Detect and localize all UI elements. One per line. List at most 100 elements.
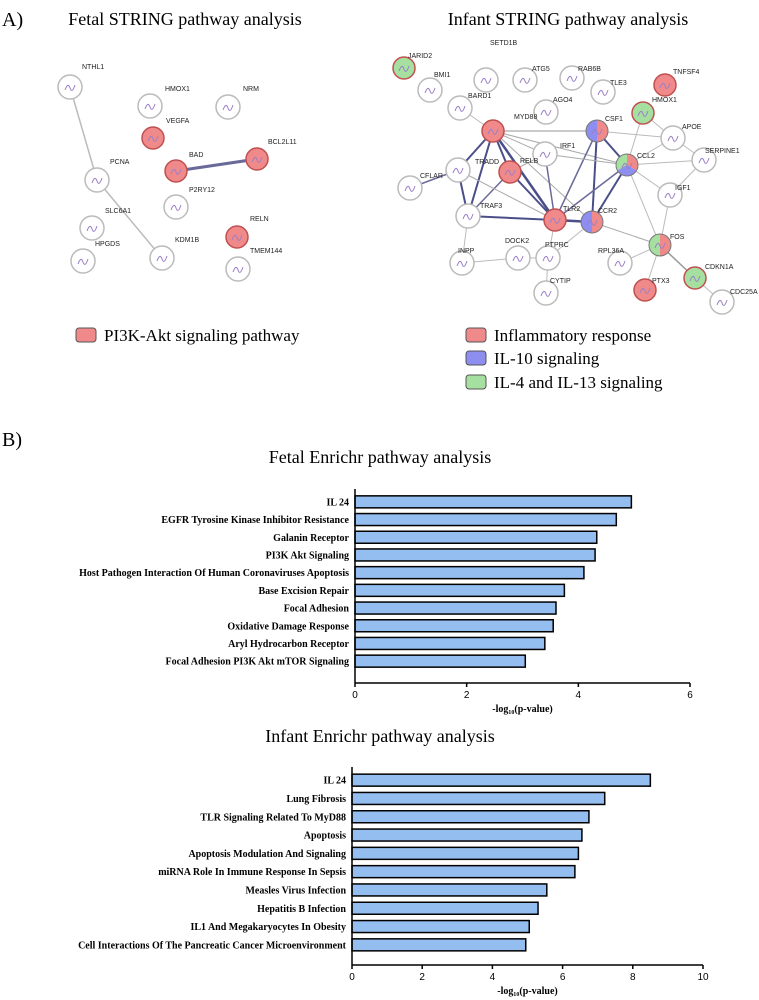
network-title: Fetal STRING pathway analysis [68,9,301,29]
category-label: Apoptosis Modulation And Signaling [188,849,346,860]
node-label: CDC25A [730,289,758,296]
node-slice [649,234,660,256]
protein-icon [462,213,474,220]
protein-icon [170,204,182,211]
legend-swatch [465,350,487,366]
category-label: Apoptosis [304,831,346,842]
protein-icon [144,103,156,110]
node-label: PTPRC [545,242,569,249]
bar [354,619,554,633]
x-tick-label: 6 [560,972,566,983]
node-label: NRM [243,86,259,93]
node-label: KDM1B [175,237,199,244]
protein-icon [549,217,561,224]
protein-icon [231,234,243,241]
x-tick-label: 8 [630,972,636,983]
category-label: Hepatitis B Infection [257,904,346,915]
legend-label: PI3K-Akt signaling pathway [104,326,300,345]
node-slice [597,120,608,142]
edge [467,215,556,221]
protein-icon [452,167,464,174]
edge [591,221,661,246]
category-label: Aryl Hydrocarbon Receptor [228,639,349,650]
category-label: Lung Fibrosis [286,794,346,805]
category-label: Measles Virus Infection [245,885,346,896]
node-label: BMI1 [434,72,450,79]
bar [354,636,546,651]
protein-icon [540,109,552,116]
bar [354,565,585,580]
node-label: RELN [250,216,269,223]
node-label: FOS [670,234,685,241]
protein-icon [251,156,263,163]
node-label: CFLAR [420,173,443,180]
network-title: Infant STRING pathway analysis [448,9,688,29]
node-slice [617,165,637,177]
node-label: SERPINE1 [705,148,740,155]
bar [351,810,590,824]
protein-icon [170,168,182,175]
protein-icon [539,151,551,158]
bar [351,901,539,915]
category-label: Cell Interactions Of The Pancreatic Canc… [78,940,347,951]
protein-icon [667,135,679,142]
networks: NTHL1 HMOX1 NRM VEGFA BAD BCL2L11 PCNA P2RY12 SL… [57,40,758,392]
node-label: TLE3 [610,80,627,87]
x-axis-label: -log₁₀(p-value) [492,704,552,715]
node-label: BAD [189,152,203,159]
category-label: Host Pathogen Interaction Of Human Coron… [79,568,349,579]
node-label: PCNA [110,159,130,166]
bar [351,883,548,897]
node-label: NTHL1 [82,64,104,71]
node-label: TNFSF4 [673,69,700,76]
x-axis-label: -log₁₀(p-value) [497,986,557,997]
edge [591,130,598,223]
protein-icon [398,65,410,72]
protein-icon [232,266,244,273]
panel-label: A) [2,9,23,31]
protein-icon [542,255,554,262]
edge [69,86,98,181]
protein-icon [456,260,468,267]
legend-label: IL-4 and IL-13 signaling [494,373,663,392]
node-label: BCL2L11 [268,139,297,146]
node-label: INPP [458,248,475,255]
node-slice [592,211,603,233]
protein-icon [614,260,626,267]
edge [554,164,628,221]
x-tick-label: 2 [419,972,425,983]
protein-icon [659,82,671,89]
bar [351,773,652,787]
node-slice [581,211,592,233]
protein-icon [591,128,603,135]
bar [351,919,531,934]
protein-icon [77,258,89,265]
edge [457,169,556,221]
category-label: Base Excision Repair [258,586,349,597]
node [580,210,604,234]
edge [544,153,628,166]
bar [354,654,527,668]
x-tick-label: 6 [687,690,693,701]
node-label: TLR2 [563,206,580,213]
category-label: IL 24 [323,776,346,787]
edge [175,157,258,173]
category-label: TLR Signaling Related To MyD88 [200,812,346,823]
protein-icon [480,77,492,84]
legend-label: Inflammatory response [494,326,651,345]
legend-swatch [75,327,97,343]
protein-icon [597,89,609,96]
category-label: miRNA Role In Immune Response In Sepsis [158,867,346,878]
protein-icon [147,135,159,142]
node-label: BARD1 [468,93,491,100]
protein-icon [698,157,710,164]
category-label: Focal Adhesion PI3K Akt mTOR Signaling [166,657,349,668]
node-label: RPL36A [598,248,624,255]
category-label: EGFR Tyrosine Kinase Inhibitor Resistanc… [161,515,349,526]
protein-icon [639,287,651,294]
bar [351,828,583,842]
category-label: IL1 And Megakaryocytes In Obesity [190,922,346,933]
node-label: HMOX1 [652,97,677,104]
chart-title: Infant Enrichr pathway analysis [265,726,494,746]
bar [354,548,596,562]
